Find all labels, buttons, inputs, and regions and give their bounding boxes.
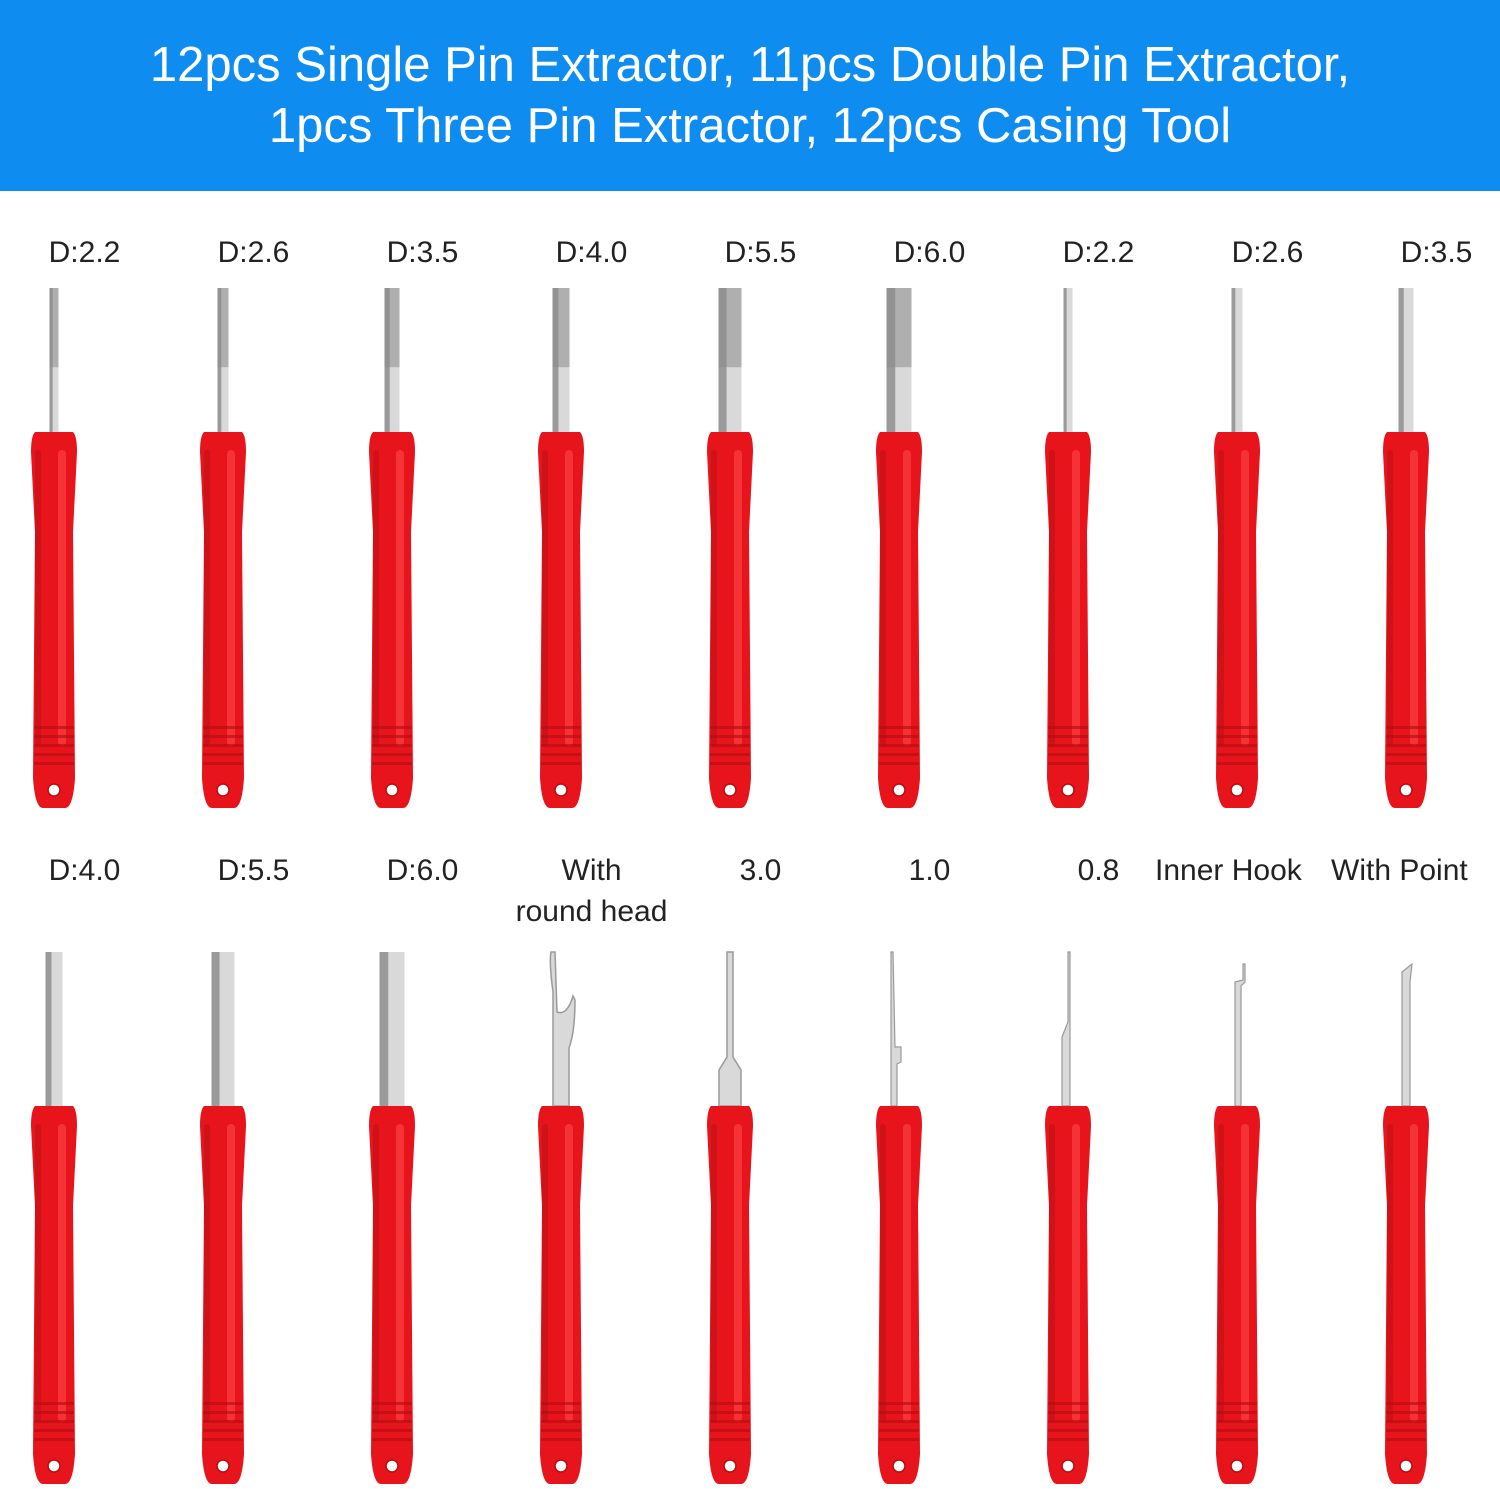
metal-shaft	[1063, 288, 1073, 436]
metal-shaft	[379, 952, 405, 1110]
red-handle	[707, 432, 753, 808]
tool-label: D:2.2	[48, 236, 121, 269]
red-handle	[31, 432, 77, 808]
red-handle	[200, 1106, 246, 1484]
red-handle	[876, 1106, 922, 1484]
tool-label: 0.8	[1077, 854, 1120, 887]
tool-label: D:4.0	[48, 854, 121, 887]
metal-shaft	[1061, 951, 1071, 1107]
extractor-tool-tube	[538, 288, 584, 808]
red-handle	[31, 1106, 77, 1484]
metal-shaft	[886, 288, 912, 436]
red-handle	[1383, 1106, 1429, 1484]
extractor-tool-pin	[1383, 288, 1429, 808]
red-handle	[707, 1106, 753, 1484]
red-handle	[1214, 1106, 1260, 1484]
extractor-tool-tube	[707, 288, 753, 808]
metal-shaft	[211, 952, 235, 1110]
extractor-tool-tube	[200, 288, 246, 808]
red-handle	[1045, 432, 1091, 808]
extractor-tool-pin	[200, 952, 246, 1484]
tool-label: D:6.0	[893, 236, 966, 269]
metal-shaft	[1231, 288, 1243, 436]
red-handle	[876, 432, 922, 808]
extractor-tool-hook	[1214, 963, 1260, 1484]
header-line-1: 12pcs Single Pin Extractor, 11pcs Double…	[149, 37, 1351, 92]
tool-label: D:5.5	[724, 236, 797, 269]
red-handle	[1214, 432, 1260, 808]
red-handle	[200, 432, 246, 808]
tool-label: D:2.6	[1231, 236, 1304, 269]
extractor-tool-point	[1383, 962, 1429, 1484]
metal-shaft	[552, 288, 570, 436]
red-handle	[538, 1106, 584, 1484]
extractor-tool-pin	[1214, 288, 1260, 808]
extractor-tool-pin	[369, 952, 415, 1484]
extractor-tool-pin	[1045, 288, 1091, 808]
red-handle	[538, 432, 584, 808]
tool-label: 1.0	[908, 854, 951, 887]
tool-label: D:4.0	[555, 236, 628, 269]
metal-shaft	[1234, 963, 1246, 1107]
metal-shaft	[718, 951, 742, 1107]
metal-shaft	[549, 951, 576, 1107]
red-handle	[369, 432, 415, 808]
extractor-tool-tube	[31, 288, 77, 808]
metal-shaft	[890, 951, 902, 1107]
extractor-tool-pin	[31, 952, 77, 1484]
metal-shaft	[718, 288, 742, 436]
metal-shaft	[45, 952, 63, 1110]
metal-shaft	[49, 288, 59, 436]
tool-label: D:2.2	[1062, 236, 1135, 269]
extractor-tool-needle	[1045, 951, 1091, 1484]
red-handle	[1383, 432, 1429, 808]
header-line-2: 1pcs Three Pin Extractor, 12pcs Casing T…	[268, 98, 1232, 153]
tool-label: D:2.6	[217, 236, 290, 269]
metal-shaft	[1401, 962, 1413, 1107]
red-handle	[369, 1106, 415, 1484]
tool-label: D:3.5	[386, 236, 459, 269]
tool-label: With round head	[515, 854, 668, 928]
extractor-tool-notch	[876, 951, 922, 1484]
metal-shaft	[1398, 288, 1414, 436]
label-with-point: With Point	[1331, 854, 1468, 887]
header-banner: 12pcs Single Pin Extractor, 11pcs Double…	[0, 0, 1500, 191]
red-handle	[1045, 1106, 1091, 1484]
tool-label: D:5.5	[217, 854, 290, 887]
extractor-tool-fork	[538, 951, 584, 1484]
label-inner-hook: Inner Hook	[1155, 854, 1302, 887]
metal-shaft	[384, 288, 400, 436]
tool-label: D:3.5	[1400, 236, 1473, 269]
extractor-tool-flat	[707, 951, 753, 1484]
metal-shaft	[217, 288, 229, 436]
tool-label: D:6.0	[386, 854, 459, 887]
extractor-tool-tube	[876, 288, 922, 808]
tool-label: 3.0	[739, 854, 782, 887]
extractor-tool-tube	[369, 288, 415, 808]
